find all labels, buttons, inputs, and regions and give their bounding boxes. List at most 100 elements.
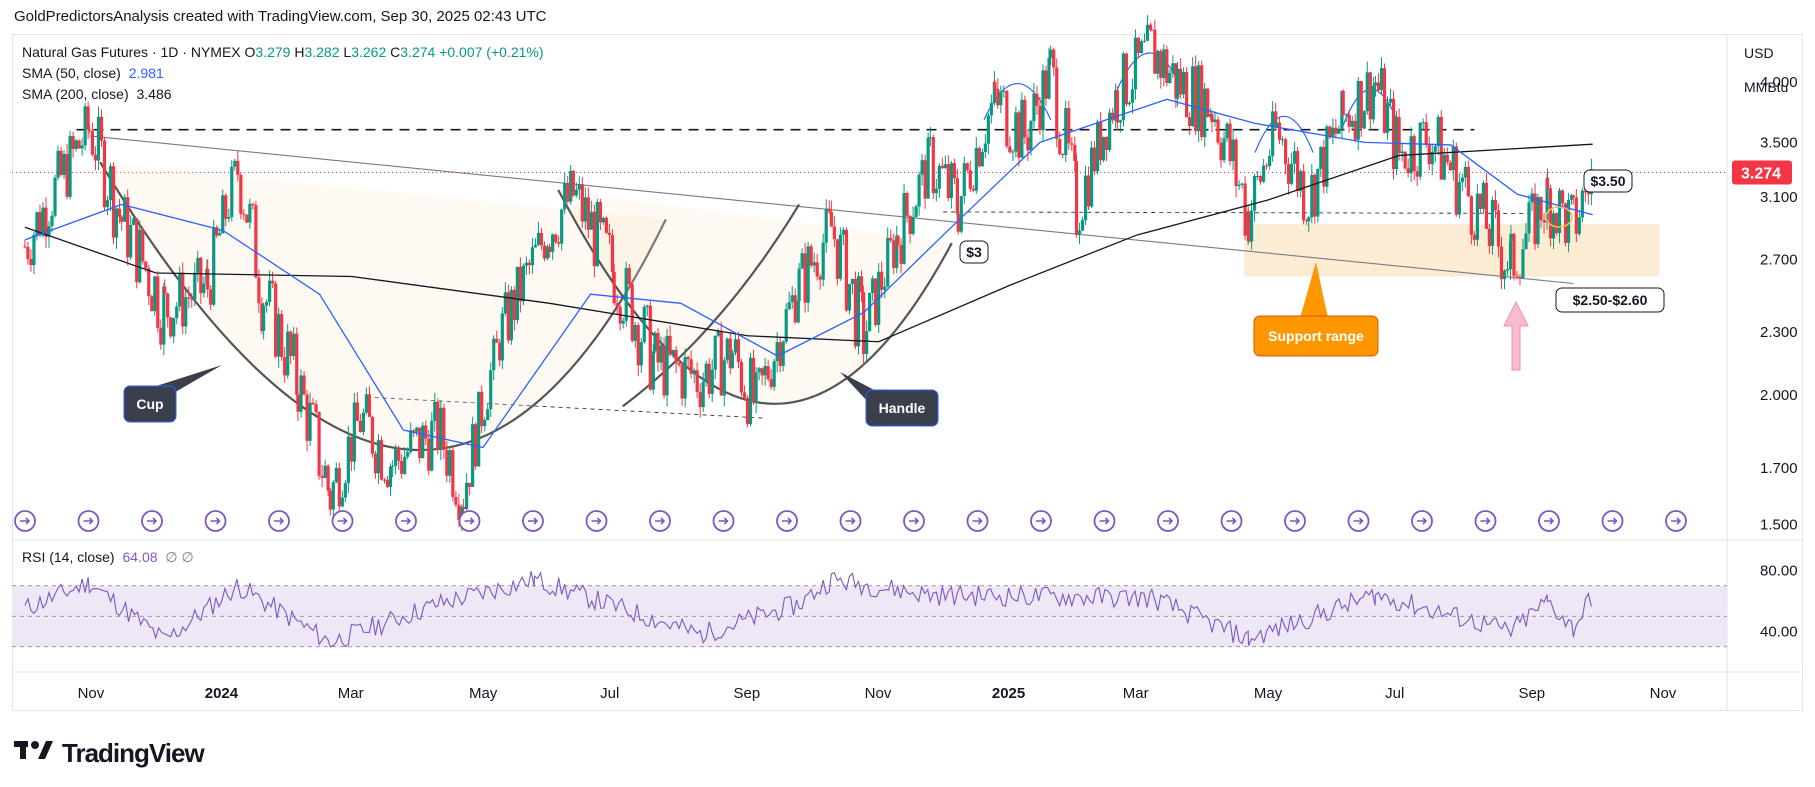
- sma200-legend[interactable]: SMA (200, close) 3.486: [22, 86, 172, 102]
- candle-body: [1436, 116, 1440, 147]
- candle-body: [1014, 112, 1018, 152]
- candle-body: [1145, 24, 1150, 41]
- candle-body: [1518, 276, 1522, 278]
- candle-body: [184, 297, 188, 327]
- candle-body: [1310, 174, 1314, 218]
- last-price-tag: [1732, 160, 1792, 185]
- candle-body: [1368, 72, 1372, 120]
- candle-body: [1493, 200, 1498, 211]
- candle-body: [612, 271, 616, 304]
- candle-body: [1219, 142, 1223, 161]
- candle-body: [1234, 139, 1238, 186]
- candle-body: [728, 338, 732, 369]
- candle-body: [1259, 176, 1263, 182]
- support-zone: [1244, 224, 1660, 277]
- event-arrow-icon: [83, 517, 94, 525]
- candle-body: [292, 333, 296, 357]
- candle-body: [865, 331, 869, 355]
- candle-body: [1064, 108, 1068, 156]
- candle-body: [569, 170, 573, 202]
- candle-body: [917, 174, 921, 207]
- candle-body: [583, 197, 587, 222]
- candle-body: [815, 262, 819, 277]
- candle-body: [500, 313, 504, 361]
- candle-body: [68, 136, 72, 197]
- candle-body: [1337, 129, 1341, 134]
- candle-body: [1073, 144, 1077, 162]
- event-arrow-icon: [1480, 517, 1491, 525]
- candle-body: [1334, 127, 1338, 134]
- candle-body: [695, 370, 699, 392]
- candle-body: [178, 272, 182, 307]
- candle-body: [542, 245, 547, 259]
- candle-body: [346, 436, 350, 484]
- candle-body: [1463, 166, 1467, 178]
- candle-body: [1017, 112, 1021, 158]
- candle-body: [257, 277, 261, 304]
- candle-body: [1430, 151, 1434, 165]
- candle-body: [370, 416, 375, 454]
- candle-body: [1070, 143, 1074, 145]
- candle-body: [790, 295, 794, 303]
- candle-body: [1035, 93, 1039, 106]
- candle-body: [668, 335, 672, 355]
- candle-body: [1055, 67, 1059, 140]
- candle-body: [1325, 126, 1329, 187]
- currency-label: USD: [1744, 45, 1774, 61]
- candle-body: [784, 309, 788, 342]
- candle-body: [1283, 139, 1288, 165]
- symbol-name[interactable]: Natural Gas Futures · 1D · NYMEX: [22, 44, 241, 60]
- candle-body: [323, 465, 327, 478]
- sma50-legend[interactable]: SMA (50, close) 2.981: [22, 65, 164, 81]
- candle-body: [899, 244, 903, 264]
- candle-body: [651, 351, 655, 390]
- candle-body: [742, 392, 747, 398]
- candle-body: [343, 483, 347, 498]
- candle-body: [1472, 234, 1476, 240]
- candle-body: [308, 402, 312, 441]
- candle-body: [1586, 192, 1590, 195]
- candle-body: [190, 298, 194, 300]
- event-arrow-icon: [718, 517, 729, 525]
- rsi-legend[interactable]: RSI (14, close) 64.08 ∅ ∅: [22, 549, 194, 566]
- candle-body: [268, 280, 272, 302]
- candle-body: [1412, 136, 1416, 172]
- candle-body: [1061, 154, 1065, 156]
- candle-body: [914, 206, 918, 218]
- candle-body: [445, 449, 449, 476]
- candle-body: [701, 381, 705, 408]
- candle-body: [138, 229, 142, 283]
- candle-body: [862, 292, 866, 355]
- candle-body: [974, 147, 978, 191]
- event-arrow-icon: [20, 517, 31, 525]
- candle-body: [818, 276, 822, 280]
- candle-body: [889, 237, 893, 241]
- event-arrow-icon: [1163, 517, 1174, 525]
- candle-body: [1341, 90, 1345, 115]
- candle-body: [645, 305, 649, 307]
- candle-body: [648, 305, 652, 390]
- event-arrow-icon: [464, 517, 475, 525]
- candle-body: [1319, 146, 1323, 169]
- candle-body: [1322, 146, 1326, 187]
- candle-body: [1114, 90, 1118, 121]
- candle-body: [1153, 29, 1157, 74]
- candle-body: [400, 460, 404, 474]
- candle-body: [451, 450, 455, 498]
- event-arrow-icon: [1417, 517, 1428, 525]
- candle-body: [328, 490, 332, 510]
- event-arrow-icon: [147, 517, 158, 525]
- candle-body: [1277, 122, 1282, 140]
- tradingview-wordmark[interactable]: TradingView: [62, 738, 205, 768]
- candle-body: [754, 372, 758, 403]
- candle-body: [871, 278, 875, 293]
- event-arrow-icon: [1290, 517, 1301, 525]
- candle-body: [589, 211, 593, 230]
- handle-label-box: [865, 389, 939, 427]
- candle-body: [1136, 37, 1141, 53]
- candle-body: [1150, 29, 1154, 31]
- high-value: 3.282: [304, 44, 340, 60]
- candle-body: [271, 280, 275, 284]
- cup-label-box: [123, 385, 177, 423]
